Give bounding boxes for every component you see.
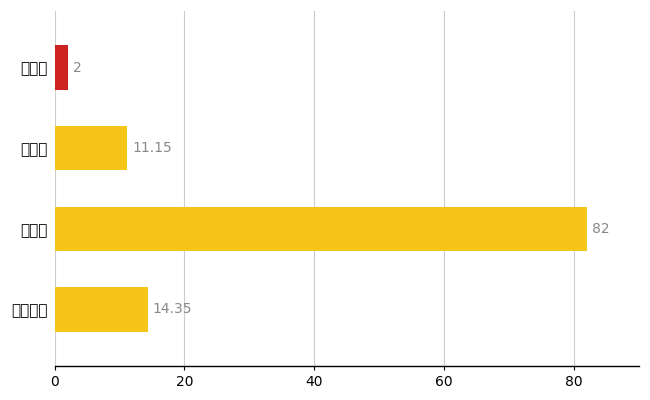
Text: 2: 2 <box>73 60 81 74</box>
Bar <box>55 45 68 90</box>
Bar <box>55 287 148 332</box>
Bar <box>55 207 587 251</box>
Text: 11.15: 11.15 <box>132 141 172 155</box>
Text: 14.35: 14.35 <box>153 302 192 316</box>
Text: 82: 82 <box>592 222 610 236</box>
Bar <box>55 126 127 170</box>
